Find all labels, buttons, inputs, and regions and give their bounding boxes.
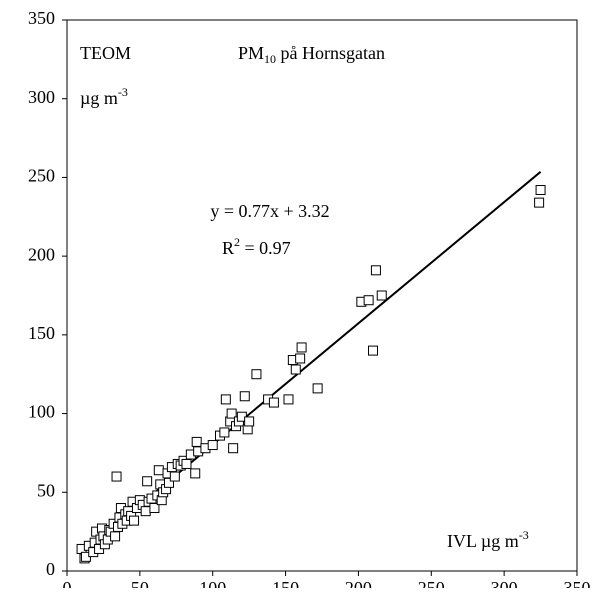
y-tick-label: 250 — [28, 166, 55, 186]
data-point — [228, 443, 239, 454]
data-point — [295, 353, 306, 364]
y-tick-label: 200 — [28, 244, 55, 264]
x-tick-label: 200 — [345, 578, 372, 588]
data-point — [268, 397, 279, 408]
data-point — [376, 290, 387, 301]
r-squared: R2 = 0.97 — [222, 235, 291, 258]
r2-rest: = 0.97 — [240, 238, 291, 258]
data-point — [164, 477, 174, 488]
title-base: PM — [238, 43, 264, 63]
x-tick-label: 350 — [564, 578, 591, 588]
data-point — [149, 503, 160, 514]
data-point — [296, 342, 307, 353]
x-tick-label: 100 — [199, 578, 226, 588]
data-point — [219, 427, 230, 438]
data-point — [244, 416, 255, 427]
data-point — [110, 531, 121, 542]
data-point — [283, 394, 294, 405]
data-point — [368, 345, 378, 356]
data-point — [251, 369, 262, 380]
data-point — [535, 185, 546, 196]
data-point — [363, 295, 374, 306]
x-tick-label: 150 — [272, 578, 299, 588]
x-tick-label: 300 — [491, 578, 518, 588]
data-point — [312, 383, 323, 394]
data-point — [226, 408, 237, 419]
x-axis-label: IVL µg m-3 — [447, 528, 529, 551]
y-tick-label: 350 — [28, 8, 55, 28]
x-label-base: IVL µg m — [447, 531, 519, 551]
title-subscript: 10 — [264, 52, 276, 66]
title-rest: på Hornsgatan — [276, 43, 385, 63]
y-tick-label: 100 — [28, 402, 55, 422]
data-point — [191, 436, 202, 447]
data-point — [153, 465, 164, 476]
data-point — [111, 471, 122, 482]
plot-frame — [66, 19, 578, 572]
equation: y = 0.77x + 3.32 — [210, 201, 329, 221]
data-point — [142, 476, 153, 487]
r2-base: R — [222, 238, 234, 258]
data-point — [239, 391, 250, 402]
y-tick-label: 300 — [28, 87, 55, 107]
y-tick-label: 0 — [46, 559, 55, 579]
unit-base: µg m — [80, 88, 118, 108]
data-point — [169, 471, 180, 482]
y-axis-label: TEOM — [80, 43, 131, 63]
data-point — [181, 458, 192, 469]
data-point — [370, 265, 381, 276]
data-point — [190, 468, 201, 479]
unit-exponent: -3 — [118, 85, 128, 99]
r2-exponent: 2 — [234, 235, 240, 249]
x-tick-label: 0 — [63, 578, 72, 588]
data-point — [290, 364, 301, 375]
x-tick-label: 250 — [418, 578, 445, 588]
data-point — [220, 394, 231, 405]
y-tick-label: 50 — [37, 480, 55, 500]
trend-line — [80, 171, 542, 555]
data-point — [140, 506, 151, 517]
data-point — [129, 515, 140, 526]
y-tick-label: 150 — [28, 323, 55, 343]
y-axis-unit: µg m-3 — [80, 85, 128, 108]
data-point — [207, 440, 218, 451]
chart-title: PM10 på Hornsgatan — [238, 43, 385, 66]
data-point — [534, 197, 545, 208]
x-label-exponent: -3 — [519, 528, 529, 542]
x-tick-label: 50 — [131, 578, 149, 588]
